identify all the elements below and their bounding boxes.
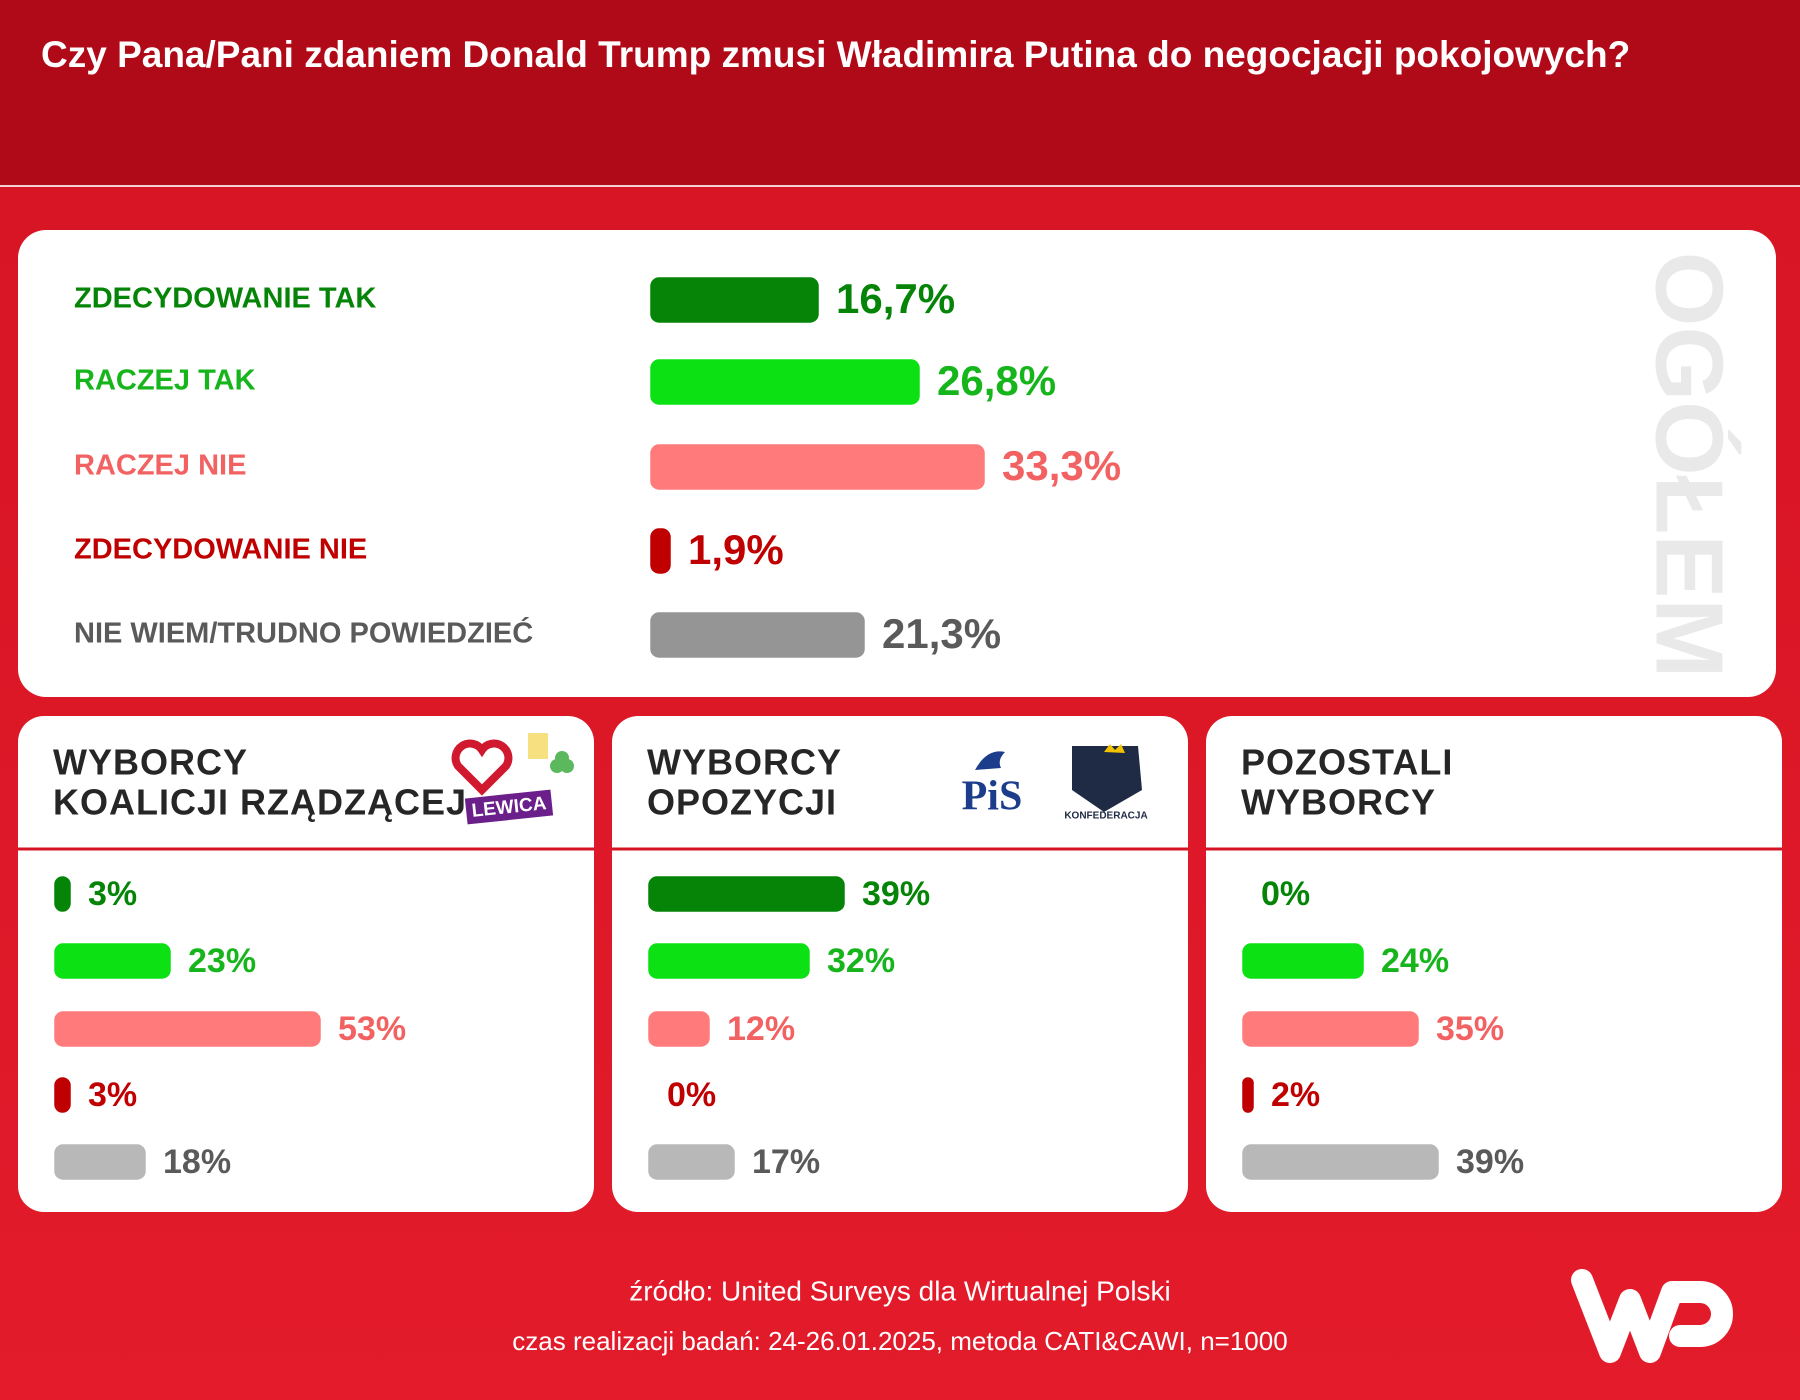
value-label: 53% bbox=[338, 1010, 406, 1048]
panel-title: WYBORCY bbox=[1241, 782, 1436, 823]
value-label: 33,3% bbox=[1002, 442, 1121, 489]
logo-lewica: LEWICA bbox=[451, 733, 574, 825]
logo-shape bbox=[1072, 746, 1142, 812]
wp-logo bbox=[1571, 1269, 1733, 1363]
value-label: 18% bbox=[163, 1143, 231, 1181]
bar bbox=[648, 1011, 710, 1047]
bar bbox=[1242, 1011, 1419, 1047]
category-label: ZDECYDOWANIE NIE bbox=[74, 534, 367, 566]
bar bbox=[650, 612, 865, 658]
category-label: RACZEJ TAK bbox=[74, 365, 256, 397]
logo-shape bbox=[555, 751, 569, 765]
logo-shape bbox=[975, 751, 1005, 770]
title: Czy Pana/Pani zdaniem Donald Trump zmusi… bbox=[41, 34, 1631, 75]
source: źródło: United Surveys dla Wirtualnej Po… bbox=[629, 1275, 1171, 1306]
bar bbox=[650, 359, 920, 405]
value-label: 0% bbox=[667, 1076, 716, 1114]
panel-title: KOALICJI RZĄDZĄCEJ bbox=[53, 782, 467, 823]
bar bbox=[54, 1144, 146, 1180]
value-label: 24% bbox=[1381, 942, 1449, 980]
value-label: 32% bbox=[827, 942, 895, 980]
value-label: 3% bbox=[88, 875, 137, 913]
value-label: 3% bbox=[88, 1076, 137, 1114]
value-label: 26,8% bbox=[937, 357, 1056, 404]
logo-text: PiS bbox=[962, 774, 1023, 820]
value-label: 35% bbox=[1436, 1010, 1504, 1048]
logo-shape bbox=[528, 733, 548, 759]
bar bbox=[1242, 1077, 1254, 1113]
logo-text: KONFEDERACJA bbox=[1064, 811, 1147, 822]
value-label: 39% bbox=[862, 875, 930, 913]
logo-shape bbox=[1104, 744, 1125, 753]
value-label: 0% bbox=[1261, 875, 1310, 913]
category-label: ZDECYDOWANIE TAK bbox=[74, 283, 376, 315]
value-label: 21,3% bbox=[882, 610, 1001, 657]
logo-pis: PiS bbox=[962, 751, 1023, 820]
value-label: 23% bbox=[188, 942, 256, 980]
bar bbox=[1242, 943, 1364, 979]
header: Czy Pana/Pani zdaniem Donald Trump zmusi… bbox=[0, 0, 1800, 187]
bar bbox=[650, 444, 985, 490]
value-label: 17% bbox=[752, 1143, 820, 1181]
panel-title: OPOZYCJI bbox=[647, 782, 837, 823]
bar bbox=[1242, 1144, 1439, 1180]
bar bbox=[648, 876, 845, 912]
value-label: 2% bbox=[1271, 1076, 1320, 1114]
details: czas realizacji badań: 24-26.01.2025, me… bbox=[512, 1326, 1287, 1356]
value-label: 12% bbox=[727, 1010, 795, 1048]
panel-card bbox=[18, 716, 594, 1212]
bar bbox=[54, 1077, 71, 1113]
panel-title: WYBORCY bbox=[647, 742, 842, 783]
bar bbox=[54, 943, 171, 979]
panel-title: POZOSTALI bbox=[1241, 742, 1453, 783]
value-label: 1,9% bbox=[688, 526, 784, 573]
value-label: 39% bbox=[1456, 1143, 1524, 1181]
bar bbox=[650, 528, 671, 574]
logo-shape bbox=[464, 789, 554, 825]
category-label: NIE WIEM/TRUDNO POWIEDZIEĆ bbox=[74, 616, 533, 650]
logo-shape bbox=[1571, 1269, 1733, 1363]
category-label: RACZEJ NIE bbox=[74, 450, 246, 482]
panel-card bbox=[612, 716, 1188, 1212]
bar bbox=[650, 277, 819, 323]
bar bbox=[648, 943, 810, 979]
bar bbox=[54, 1011, 321, 1047]
logo-konfederacja: KONFEDERACJA bbox=[1064, 744, 1148, 822]
panel-card bbox=[1206, 716, 1782, 1212]
panel-title: WYBORCY bbox=[53, 742, 248, 783]
bar bbox=[648, 1144, 735, 1180]
heart-icon bbox=[451, 739, 513, 796]
bar bbox=[54, 876, 71, 912]
section-label: OGÓŁEM bbox=[1636, 252, 1743, 679]
value-label: 16,7% bbox=[836, 275, 955, 322]
